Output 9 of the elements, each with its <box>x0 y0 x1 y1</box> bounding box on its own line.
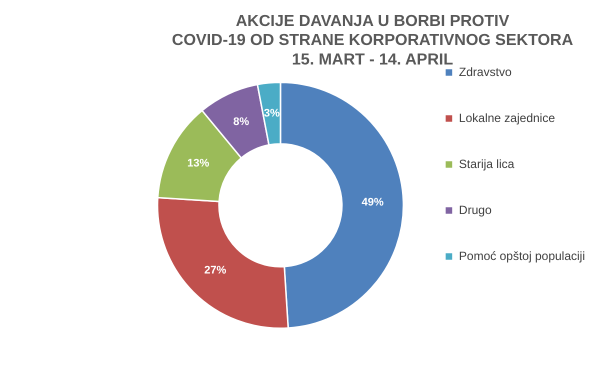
legend-label: Pomoć opštoj populaciji <box>458 248 586 263</box>
legend-label: Starija lica <box>458 156 515 171</box>
data-label: 8% <box>233 116 250 128</box>
data-label: 13% <box>187 157 210 170</box>
legend-label: Lokalne zajednice <box>458 110 556 125</box>
data-label: 3% <box>264 108 280 120</box>
data-label: 49% <box>362 196 384 208</box>
data-label: 27% <box>204 264 226 277</box>
legend-label: Drugo <box>458 202 492 217</box>
